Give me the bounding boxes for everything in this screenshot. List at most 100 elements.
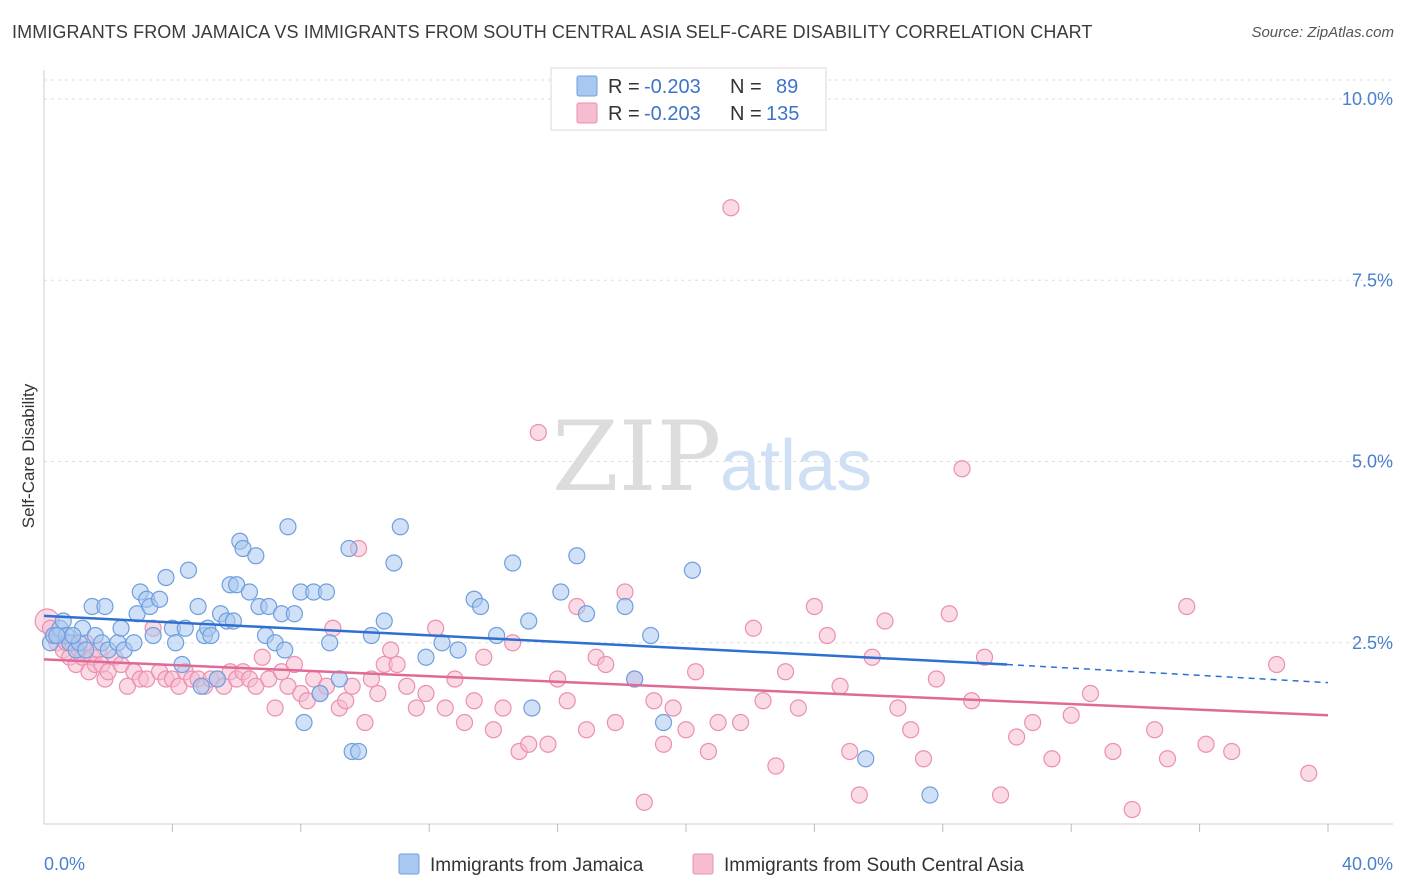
blue-point-41 bbox=[228, 576, 246, 594]
pink-point-96 bbox=[699, 742, 718, 761]
blue-point-61 bbox=[340, 539, 358, 558]
blue-point-27 bbox=[167, 634, 185, 652]
trend-line-jamaica bbox=[43, 614, 1008, 666]
pink-point-122 bbox=[1024, 713, 1042, 732]
blue-point-72 bbox=[471, 597, 490, 616]
pink-point-112 bbox=[889, 699, 907, 717]
bottom-legend-label-jamaica: Immigrants from Jamaica bbox=[430, 855, 644, 876]
blue-point-70 bbox=[449, 641, 467, 659]
pink-point-50 bbox=[298, 692, 316, 710]
blue-point-9 bbox=[77, 641, 95, 659]
pink-point-106 bbox=[818, 626, 836, 645]
blue-point-75 bbox=[520, 612, 538, 630]
pink-point-70 bbox=[446, 670, 464, 688]
pink-point-44 bbox=[260, 670, 278, 688]
blue-point-78 bbox=[568, 547, 586, 565]
pink-point-111 bbox=[876, 612, 894, 630]
blue-point-69 bbox=[433, 634, 451, 652]
pink-point-100 bbox=[744, 619, 763, 637]
blue-point-45 bbox=[247, 547, 265, 565]
pink-point-75 bbox=[494, 699, 512, 717]
bottom-legend-swatch-jamaica bbox=[398, 853, 420, 875]
blue-point-77 bbox=[552, 583, 570, 601]
pink-point-81 bbox=[548, 670, 567, 688]
blue-point-35 bbox=[202, 626, 220, 645]
blue-point-80 bbox=[616, 597, 634, 616]
blue-point-32 bbox=[192, 677, 210, 695]
blue-point-81 bbox=[626, 670, 644, 688]
pink-point-121 bbox=[1008, 728, 1026, 746]
blue-point-64 bbox=[362, 626, 381, 645]
pink-point-68 bbox=[427, 619, 445, 637]
pink-point-133 bbox=[1268, 655, 1286, 674]
pink-point-80 bbox=[539, 735, 557, 753]
bottom-legend-swatch-south-central-asia bbox=[692, 853, 714, 875]
pink-point-19 bbox=[99, 663, 117, 681]
watermark-zip: ZIP bbox=[552, 401, 721, 513]
pink-point-30 bbox=[170, 677, 188, 695]
blue-point-13 bbox=[96, 597, 114, 616]
blue-point-44 bbox=[240, 583, 259, 601]
bottom-legend: Immigrants from Jamaica Immigrants from … bbox=[398, 853, 1024, 876]
blue-point-25 bbox=[157, 568, 175, 587]
pink-point-42 bbox=[247, 677, 265, 695]
pink-point-124 bbox=[1062, 706, 1080, 724]
pink-point-59 bbox=[356, 713, 374, 732]
pink-point-102 bbox=[767, 757, 785, 775]
blue-point-76 bbox=[523, 699, 541, 717]
pink-point-47 bbox=[279, 677, 297, 695]
pink-point-69 bbox=[436, 699, 454, 717]
pink-point-95 bbox=[687, 663, 705, 681]
blue-point-31 bbox=[189, 597, 207, 616]
pink-point-22 bbox=[118, 677, 137, 695]
legend-r-label-jamaica: R = bbox=[608, 76, 640, 98]
trend-lines bbox=[43, 614, 1329, 717]
legend-n-value-jamaica: 89 bbox=[776, 76, 798, 98]
blue-point-73 bbox=[488, 626, 506, 645]
pink-point-109 bbox=[850, 786, 868, 804]
pink-point-66 bbox=[407, 699, 425, 717]
pink-point-46 bbox=[272, 663, 291, 681]
pink-point-48 bbox=[285, 655, 303, 674]
pink-point-87 bbox=[606, 713, 624, 732]
blue-point-67 bbox=[391, 518, 409, 536]
pink-point-90 bbox=[635, 793, 653, 811]
pink-point-76 bbox=[504, 634, 522, 652]
pink-point-72 bbox=[465, 692, 483, 710]
y-tick-label-0: 2.5% bbox=[1352, 633, 1393, 653]
blue-point-57 bbox=[311, 684, 329, 703]
blue-point-59 bbox=[321, 634, 339, 652]
pink-point-98 bbox=[722, 199, 740, 217]
source-label: Source: ZipAtlas.com bbox=[1251, 24, 1394, 41]
pink-point-94 bbox=[677, 721, 695, 739]
legend-r-label-south-central-asia: R = bbox=[608, 103, 640, 125]
blue-point-16 bbox=[112, 619, 130, 637]
blue-point-85 bbox=[857, 750, 875, 768]
blue-point-51 bbox=[276, 641, 294, 659]
pink-point-74 bbox=[484, 721, 502, 739]
blue-point-86 bbox=[921, 786, 939, 804]
pink-point-93 bbox=[664, 699, 682, 717]
pink-point-134 bbox=[1300, 764, 1318, 782]
pink-point-123 bbox=[1043, 750, 1061, 768]
legend: R = -0.203 N = 89 R = -0.203 N = 135 bbox=[550, 67, 827, 131]
blue-point-48 bbox=[260, 597, 278, 616]
blue-point-88 bbox=[64, 626, 82, 645]
pink-point-82 bbox=[558, 692, 576, 710]
blue-point-65 bbox=[375, 612, 393, 630]
pink-point-120 bbox=[991, 786, 1010, 804]
y-tick-labels: 2.5% 5.0% 7.5% 10.0% bbox=[1342, 89, 1393, 653]
legend-n-value-south-central-asia: 135 bbox=[766, 103, 799, 125]
pink-point-101 bbox=[754, 692, 772, 710]
watermark-atlas: atlas bbox=[720, 426, 872, 506]
pink-point-84 bbox=[577, 721, 596, 739]
legend-swatch-jamaica bbox=[576, 75, 598, 97]
blue-point-23 bbox=[144, 626, 162, 645]
pink-point-119 bbox=[975, 648, 994, 666]
blue-point-52 bbox=[279, 518, 297, 536]
blue-point-74 bbox=[504, 554, 522, 572]
pink-point-129 bbox=[1158, 750, 1177, 768]
pink-point-126 bbox=[1104, 742, 1122, 761]
pink-point-61 bbox=[369, 684, 387, 703]
blue-point-82 bbox=[642, 626, 660, 645]
